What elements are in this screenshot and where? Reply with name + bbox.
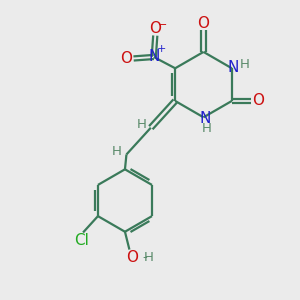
Text: −: − (158, 20, 168, 30)
Text: H: H (112, 145, 122, 158)
Text: H: H (202, 122, 212, 135)
Text: H: H (239, 58, 249, 71)
Text: H: H (144, 251, 154, 264)
Text: O: O (197, 16, 209, 31)
Text: H: H (136, 118, 146, 131)
Text: O: O (126, 250, 138, 266)
Text: N: N (228, 60, 239, 75)
Text: N: N (148, 50, 160, 64)
Text: Cl: Cl (74, 233, 89, 248)
Text: O: O (149, 21, 161, 36)
Text: O: O (253, 94, 265, 109)
Text: O: O (120, 51, 132, 66)
Text: N: N (199, 111, 211, 126)
Text: -: - (142, 251, 147, 264)
Text: +: + (157, 44, 167, 54)
